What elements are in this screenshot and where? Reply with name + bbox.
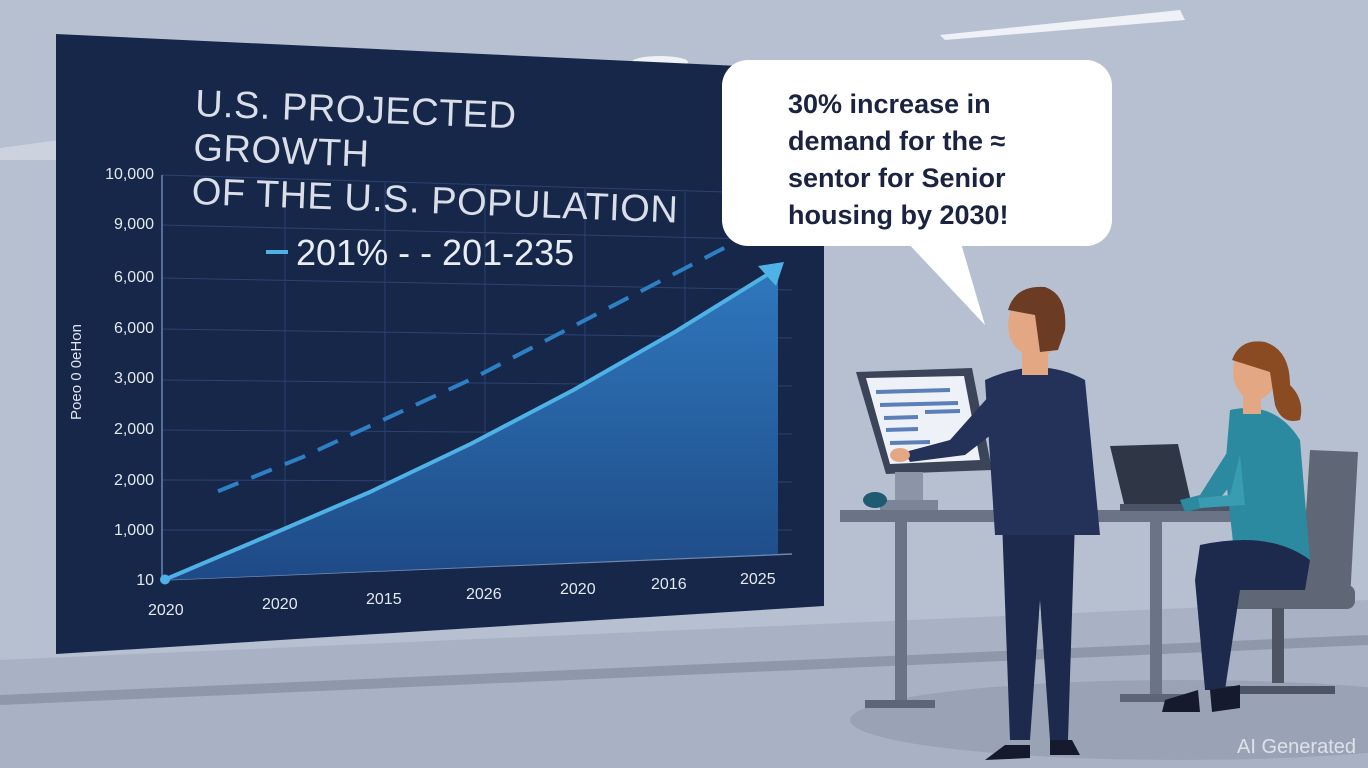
y-tick-label: 3,000 [113, 370, 154, 387]
x-tick-label: 2020 [148, 602, 184, 619]
chart-series-line [164, 266, 780, 582]
chart-data-point [160, 574, 170, 585]
speech-bubble-text: 30% increase in demand for the ≈ sentor … [788, 89, 1009, 230]
chart-legend-text: 201% - - 201-235 [296, 232, 575, 273]
x-tick-label: 2016 [651, 576, 687, 593]
speech-bubble [722, 60, 1112, 246]
x-tick-label: 2020 [560, 581, 596, 598]
seated-woman-figure [1162, 341, 1310, 712]
y-tick-label: 2,000 [113, 421, 154, 438]
chart-dashed-series-line [217, 245, 726, 494]
x-tick-label: 2026 [466, 586, 502, 603]
y-tick-label: 6,000 [113, 320, 154, 337]
y-tick-label: 10 [136, 572, 154, 589]
ai-generated-watermark: AI Generated [1237, 736, 1356, 758]
desk [840, 510, 1240, 708]
y-tick-label: 9,000 [113, 216, 154, 233]
laptop [1110, 444, 1230, 511]
chart-area-fill [165, 268, 778, 580]
board-title: U.S. PROJECTED GROWTH OF THE U.S. POPULA… [191, 82, 696, 233]
y-axis-label: Poeo 0 0eHon [68, 324, 85, 420]
y-tick-label: 2,000 [113, 472, 154, 489]
x-tick-label: 2025 [740, 571, 776, 588]
x-tick-label: 2020 [262, 596, 298, 613]
office-chair [1215, 450, 1358, 694]
y-tick-label: 10,000 [105, 166, 154, 183]
y-tick-label: 6,000 [113, 269, 154, 286]
chart-plot-area [160, 245, 784, 585]
y-tick-label: 1,000 [113, 522, 154, 539]
standing-man-figure [890, 286, 1100, 760]
x-tick-label: 2015 [366, 591, 402, 608]
chart-arrow-head [758, 262, 784, 286]
